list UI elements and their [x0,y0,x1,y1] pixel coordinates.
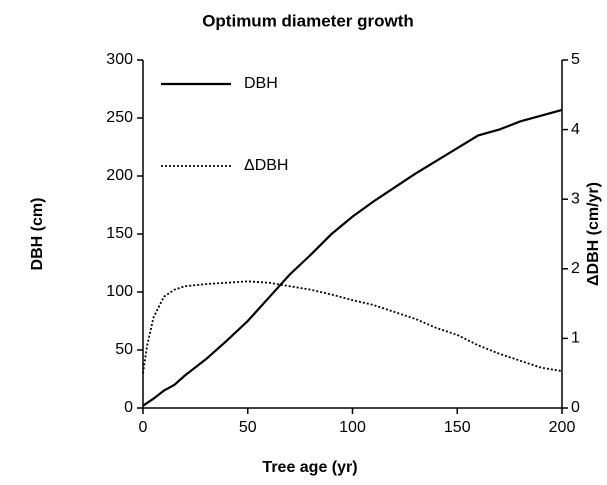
y2-tick-label: 4 [571,121,580,138]
data-line [142,280,563,374]
data-line [142,108,563,407]
x-tick-label: 100 [339,419,366,436]
x-tick-label: 50 [239,419,257,436]
x-tick-label: 0 [139,419,148,436]
legend-label: ΔDBH [244,157,288,174]
y-tick-label: 150 [106,225,133,242]
y-tick-label: 250 [106,109,133,126]
y2-tick-label: 3 [571,190,580,207]
y-tick-label: 300 [106,51,133,68]
y2-axis-label: ΔDBH (cm/yr) [585,182,602,286]
y2-tick-label: 0 [571,399,580,416]
y-tick-label: 0 [124,399,133,416]
x-tick-label: 150 [444,419,471,436]
y-tick-label: 50 [115,341,133,358]
y2-tick-label: 1 [571,330,580,347]
x-axis-label: Tree age (yr) [262,459,357,476]
y2-tick-label: 2 [571,260,580,277]
y-axis-label: DBH (cm) [29,198,46,271]
y-tick-label: 200 [106,167,133,184]
chart-title: Optimum diameter growth [202,11,414,30]
legend-label: DBH [244,75,278,92]
x-tick-label: 200 [549,419,576,436]
y-tick-label: 100 [106,283,133,300]
y2-tick-label: 5 [571,51,580,68]
